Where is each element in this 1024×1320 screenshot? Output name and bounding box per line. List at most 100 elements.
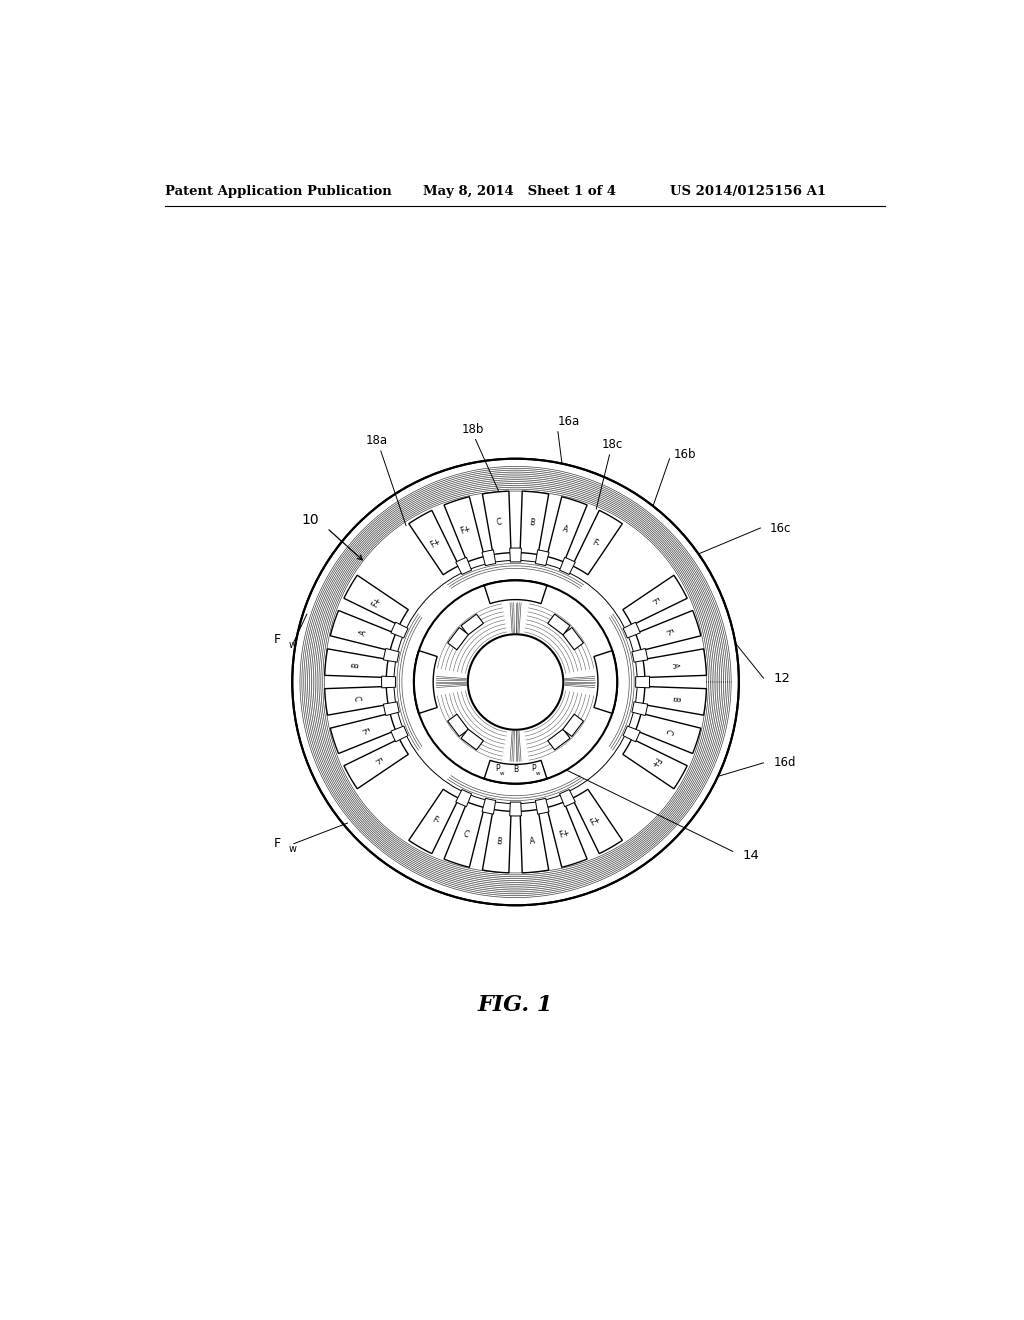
Polygon shape — [344, 576, 409, 626]
Polygon shape — [383, 702, 399, 715]
Text: 16a: 16a — [558, 414, 581, 428]
Text: F+: F+ — [647, 755, 660, 770]
Text: F-: F- — [663, 628, 673, 638]
Polygon shape — [572, 789, 623, 854]
Text: w: w — [289, 640, 296, 649]
Text: 16b: 16b — [674, 449, 696, 462]
Polygon shape — [548, 614, 570, 635]
Polygon shape — [547, 496, 587, 562]
Polygon shape — [456, 789, 471, 807]
Text: May 8, 2014   Sheet 1 of 4: May 8, 2014 Sheet 1 of 4 — [423, 185, 616, 198]
Text: A: A — [561, 524, 569, 535]
Text: 16d: 16d — [773, 756, 796, 770]
Text: 14: 14 — [742, 849, 760, 862]
Polygon shape — [344, 739, 409, 789]
Text: C: C — [462, 829, 470, 840]
Polygon shape — [520, 809, 549, 873]
Text: US 2014/0125156 A1: US 2014/0125156 A1 — [670, 185, 825, 198]
Text: A: A — [529, 837, 536, 846]
Text: 18c: 18c — [601, 438, 623, 451]
Text: 18a: 18a — [366, 434, 388, 447]
Polygon shape — [414, 651, 437, 713]
Polygon shape — [456, 557, 471, 574]
Text: F-: F- — [371, 756, 383, 767]
Text: F-: F- — [430, 814, 440, 826]
Text: A: A — [670, 663, 680, 668]
Text: 12: 12 — [773, 672, 791, 685]
Polygon shape — [461, 729, 483, 750]
Polygon shape — [562, 714, 584, 737]
Circle shape — [292, 459, 739, 906]
Polygon shape — [632, 648, 648, 663]
Polygon shape — [623, 739, 687, 789]
Polygon shape — [510, 548, 521, 562]
Text: 10: 10 — [302, 513, 319, 527]
Text: FIG. 1: FIG. 1 — [478, 994, 553, 1016]
Polygon shape — [409, 511, 459, 574]
Text: A: A — [358, 628, 369, 636]
Text: 18b: 18b — [462, 422, 484, 436]
Text: B: B — [351, 663, 361, 668]
Text: F-: F- — [357, 727, 369, 737]
Text: B: B — [513, 764, 518, 774]
Polygon shape — [382, 676, 395, 688]
Polygon shape — [632, 702, 648, 715]
Text: F+: F+ — [589, 814, 602, 828]
Text: w: w — [536, 771, 541, 776]
Polygon shape — [444, 803, 484, 867]
Text: F+: F+ — [429, 537, 442, 550]
Polygon shape — [482, 799, 496, 814]
Text: F-: F- — [590, 537, 601, 549]
Text: B: B — [670, 696, 680, 702]
Polygon shape — [520, 491, 549, 554]
Polygon shape — [547, 803, 587, 867]
Polygon shape — [594, 651, 617, 713]
Polygon shape — [484, 760, 547, 784]
Text: C: C — [351, 696, 361, 702]
Polygon shape — [623, 622, 640, 638]
Polygon shape — [461, 614, 483, 635]
Polygon shape — [331, 610, 395, 651]
Polygon shape — [482, 550, 496, 566]
Circle shape — [468, 635, 563, 730]
Text: w: w — [289, 843, 296, 854]
Polygon shape — [536, 799, 549, 814]
Polygon shape — [559, 789, 575, 807]
Polygon shape — [331, 713, 395, 754]
Text: w: w — [500, 771, 505, 776]
Text: F-: F- — [648, 597, 659, 607]
Polygon shape — [482, 491, 511, 554]
Text: F: F — [273, 837, 281, 850]
Polygon shape — [636, 713, 700, 754]
Text: C: C — [496, 517, 502, 528]
Text: P: P — [531, 764, 536, 774]
Polygon shape — [391, 622, 408, 638]
Polygon shape — [325, 686, 388, 715]
Polygon shape — [444, 496, 484, 562]
Polygon shape — [572, 511, 623, 574]
Text: 16c: 16c — [770, 521, 791, 535]
Polygon shape — [325, 649, 388, 677]
Polygon shape — [643, 686, 707, 715]
Text: F+: F+ — [460, 524, 472, 536]
Polygon shape — [391, 726, 408, 742]
Text: B: B — [529, 517, 536, 528]
Polygon shape — [636, 610, 700, 651]
Text: B: B — [496, 837, 502, 846]
Text: F: F — [273, 634, 281, 647]
Polygon shape — [562, 627, 584, 649]
Polygon shape — [482, 809, 511, 873]
Polygon shape — [484, 581, 547, 603]
Polygon shape — [510, 803, 521, 816]
Text: Patent Application Publication: Patent Application Publication — [165, 185, 392, 198]
Text: P: P — [496, 764, 500, 774]
Text: C: C — [663, 727, 673, 735]
Polygon shape — [447, 714, 468, 737]
Text: F+: F+ — [558, 829, 571, 841]
Polygon shape — [548, 729, 570, 750]
Polygon shape — [447, 627, 468, 649]
Polygon shape — [636, 676, 649, 688]
Circle shape — [414, 581, 617, 784]
Polygon shape — [536, 550, 549, 566]
Text: F+: F+ — [371, 595, 383, 609]
